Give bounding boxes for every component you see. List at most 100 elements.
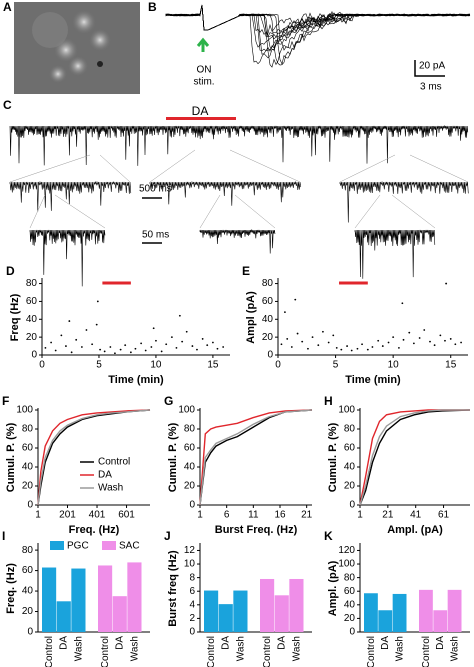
point (103, 350, 106, 353)
point (222, 346, 225, 348)
point (216, 347, 219, 350)
x-tick-label: 5 (96, 360, 102, 371)
x-tick-label: 41 (410, 510, 422, 521)
cdf-line (359, 409, 470, 506)
point (439, 334, 442, 337)
x-tick-label: Wash (73, 636, 84, 661)
point (201, 338, 204, 340)
point (80, 346, 83, 348)
y-tick-label: 6 (189, 586, 195, 597)
point (317, 344, 320, 347)
bar (419, 589, 433, 632)
legend-label: Control (98, 457, 130, 468)
y-axis-label: Ampl (pA) (245, 291, 257, 344)
y-tick-label: 20 (26, 332, 38, 343)
point (181, 340, 184, 343)
x-axis-label: Time (min) (108, 374, 164, 386)
point (196, 348, 198, 351)
x-tick-label: 10 (388, 360, 400, 371)
point (286, 338, 289, 340)
x-tick-label: 11 (248, 510, 259, 521)
legend-label: Wash (98, 483, 123, 494)
y-tick-label: 0 (349, 500, 355, 511)
y-axis-label: Cumul. P. (%) (167, 422, 179, 492)
bar (447, 589, 462, 632)
x-tick-label: Control (421, 636, 432, 667)
y-tick-label: 2 (189, 613, 195, 624)
cdf-line (359, 409, 471, 506)
y-axis-label: Ampl. (pA) (327, 560, 339, 616)
trace (9, 124, 469, 166)
bar (274, 595, 289, 632)
point (454, 343, 457, 346)
y-tick-label: 0 (267, 350, 273, 361)
y-tick-label: 0 (27, 627, 33, 638)
point (160, 350, 163, 353)
cdf-line (37, 409, 151, 506)
bar (112, 596, 127, 632)
x-tick-label: Wash (129, 636, 140, 661)
cdf-line (37, 409, 151, 506)
point (114, 352, 116, 355)
bar (42, 567, 57, 632)
x-tick-label: Control (44, 636, 55, 667)
x-tick-label: DA (221, 636, 232, 650)
y-axis-label: Cumul. P. (%) (327, 422, 339, 492)
panel-label: B (148, 0, 157, 14)
point (99, 348, 102, 351)
point (50, 341, 53, 344)
point (307, 347, 309, 350)
x-tick-label: 21 (382, 510, 394, 521)
point (129, 351, 132, 354)
point (280, 343, 283, 346)
point (340, 348, 343, 351)
bar (98, 565, 113, 632)
y-tick-label: 40 (344, 599, 356, 610)
point (332, 334, 335, 337)
scale-label: 500 ms (139, 184, 172, 195)
x-tick-label: 16 (274, 510, 286, 521)
trace (165, 4, 471, 65)
y-tick-label: 20 (344, 481, 356, 492)
x-tick-label: Wash (235, 636, 246, 661)
x-tick-label: Control (206, 636, 217, 667)
trace (339, 180, 469, 223)
y-tick-label: 8 (189, 572, 195, 583)
point (294, 298, 297, 301)
x-tick-label: 0 (39, 360, 45, 371)
legend-label: PGC (67, 541, 89, 552)
point (85, 329, 88, 331)
point (398, 346, 400, 349)
x-tick-label: Control (366, 636, 377, 667)
x-tick-label: DA (435, 636, 446, 650)
x-tick-label: 201 (59, 510, 76, 521)
y-tick-label: 40 (22, 586, 34, 597)
point (124, 344, 127, 347)
legend-label: DA (98, 470, 112, 481)
x-tick-label: DA (277, 636, 288, 650)
point (144, 349, 147, 352)
x-tick-label: Control (100, 636, 111, 667)
y-tick-label: 100 (16, 405, 33, 416)
point (60, 334, 63, 337)
point (96, 300, 99, 303)
bar (260, 578, 275, 632)
point (361, 343, 363, 346)
trace-image (165, 4, 471, 68)
y-tick-label: 20 (344, 613, 356, 624)
point (185, 330, 188, 333)
y-axis-label: Burst freq (Hz) (167, 550, 179, 627)
panel-label: F (2, 394, 9, 408)
point (335, 346, 338, 349)
x-tick-label: Wash (449, 636, 460, 661)
point (444, 339, 446, 342)
trace (165, 4, 471, 51)
x-tick-label: 10 (150, 360, 162, 371)
panel-label: A (3, 0, 12, 14)
y-tick-label: 40 (262, 314, 274, 325)
y-tick-label: 10 (184, 559, 196, 570)
point (75, 338, 78, 341)
point (346, 345, 348, 347)
y-tick-label: 80 (262, 278, 274, 289)
trace (149, 180, 302, 206)
